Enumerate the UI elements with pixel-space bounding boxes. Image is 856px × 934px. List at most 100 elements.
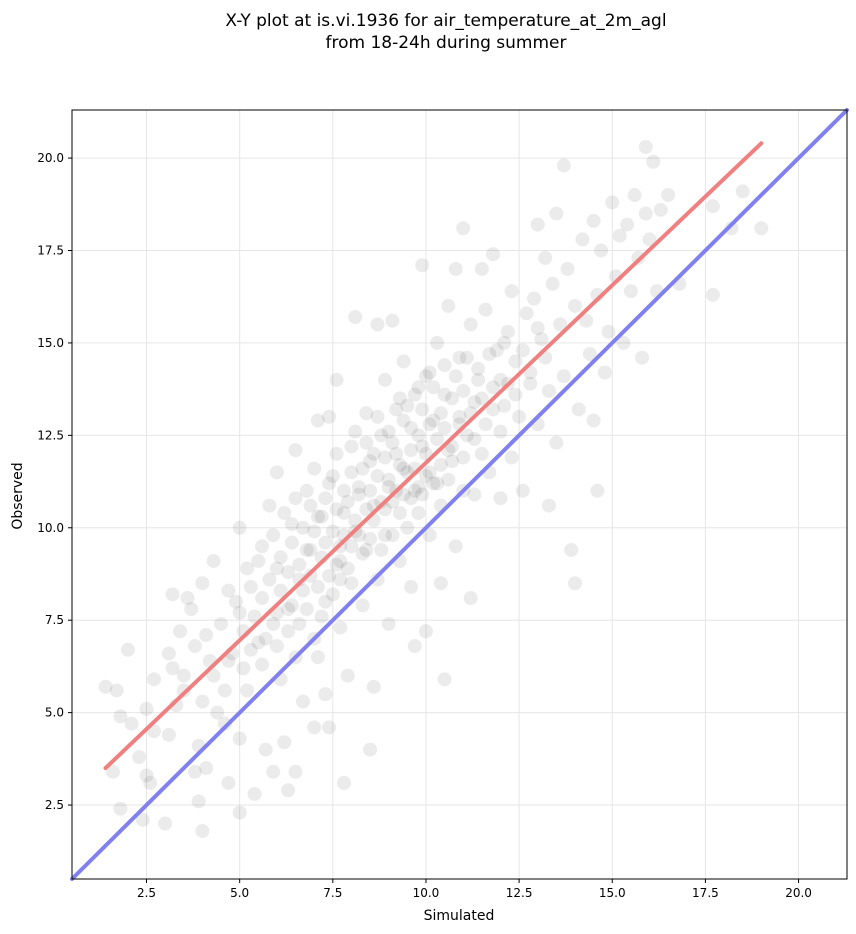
data-point xyxy=(515,343,530,358)
data-point xyxy=(228,594,243,609)
data-point xyxy=(266,616,281,631)
y-tick-label: 7.5 xyxy=(45,613,64,627)
regression-line xyxy=(103,141,764,771)
data-point xyxy=(344,439,359,454)
data-point xyxy=(292,616,307,631)
data-point xyxy=(329,502,344,517)
data-point xyxy=(504,450,519,465)
y-tick-label: 15.0 xyxy=(37,336,64,350)
data-point xyxy=(310,650,325,665)
data-point xyxy=(519,306,534,321)
data-point xyxy=(363,742,378,757)
data-point xyxy=(467,487,482,502)
data-point xyxy=(504,284,519,299)
data-point xyxy=(351,480,366,495)
data-point xyxy=(433,406,448,421)
data-point xyxy=(281,783,296,798)
data-point xyxy=(377,528,392,543)
data-point xyxy=(355,461,370,476)
data-point xyxy=(422,465,437,480)
data-point xyxy=(336,483,351,498)
data-point xyxy=(560,261,575,276)
data-point xyxy=(463,317,478,332)
data-point xyxy=(422,417,437,432)
data-points xyxy=(98,139,769,838)
data-point xyxy=(392,457,407,472)
data-point xyxy=(549,206,564,221)
data-point xyxy=(187,764,202,779)
data-point xyxy=(441,298,456,313)
data-point xyxy=(124,716,139,731)
data-point xyxy=(418,624,433,639)
x-axis-label: Simulated xyxy=(424,908,495,924)
data-point xyxy=(348,424,363,439)
data-point xyxy=(433,576,448,591)
data-point xyxy=(568,298,583,313)
data-point xyxy=(240,561,255,576)
data-point xyxy=(381,424,396,439)
data-point xyxy=(273,550,288,565)
data-point xyxy=(377,372,392,387)
data-point xyxy=(486,247,501,262)
data-point xyxy=(404,420,419,435)
data-point xyxy=(370,469,385,484)
data-point xyxy=(236,661,251,676)
data-point xyxy=(590,483,605,498)
data-point xyxy=(255,657,270,672)
data-point xyxy=(139,701,154,716)
y-tick-label: 17.5 xyxy=(37,243,64,257)
data-point xyxy=(105,764,120,779)
data-point xyxy=(635,350,650,365)
data-point xyxy=(556,158,571,173)
x-tick-label: 7.5 xyxy=(323,886,342,900)
data-point xyxy=(370,409,385,424)
data-point xyxy=(430,432,445,447)
data-point xyxy=(437,358,452,373)
data-point xyxy=(329,372,344,387)
data-point xyxy=(486,380,501,395)
data-point xyxy=(426,380,441,395)
data-point xyxy=(564,542,579,557)
data-point xyxy=(221,775,236,790)
data-point xyxy=(221,583,236,598)
data-point xyxy=(281,624,296,639)
data-point xyxy=(284,598,299,613)
x-tick-label: 12.5 xyxy=(506,886,533,900)
data-point xyxy=(303,498,318,513)
data-point xyxy=(497,335,512,350)
data-point xyxy=(161,646,176,661)
data-point xyxy=(441,472,456,487)
data-point xyxy=(459,350,474,365)
data-point xyxy=(351,487,366,502)
data-point xyxy=(471,372,486,387)
data-point xyxy=(281,602,296,617)
data-point xyxy=(381,472,396,487)
data-point xyxy=(515,483,530,498)
data-point xyxy=(296,583,311,598)
data-point xyxy=(374,542,389,557)
data-point xyxy=(184,602,199,617)
data-point xyxy=(418,369,433,384)
data-point xyxy=(493,372,508,387)
data-point xyxy=(437,420,452,435)
y-tick-label: 5.0 xyxy=(45,706,64,720)
data-point xyxy=(258,742,273,757)
data-point xyxy=(262,498,277,513)
grid-lines xyxy=(72,110,847,879)
data-point xyxy=(474,261,489,276)
data-point xyxy=(288,443,303,458)
data-point xyxy=(284,517,299,532)
reference-lines xyxy=(70,108,849,881)
data-point xyxy=(281,565,296,580)
data-point xyxy=(392,505,407,520)
data-point xyxy=(411,428,426,443)
data-point xyxy=(616,335,631,350)
data-point xyxy=(325,587,340,602)
data-point xyxy=(314,509,329,524)
data-point xyxy=(243,579,258,594)
data-point xyxy=(310,579,325,594)
data-point xyxy=(568,576,583,591)
data-point xyxy=(307,461,322,476)
data-point xyxy=(523,376,538,391)
y-tick-label: 10.0 xyxy=(37,521,64,535)
